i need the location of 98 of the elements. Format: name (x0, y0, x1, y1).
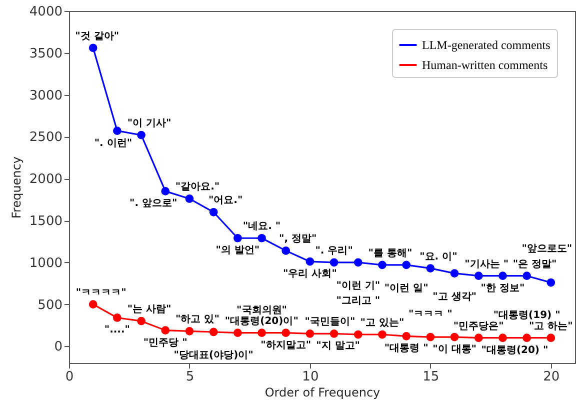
annotation: "국민들이" (304, 316, 356, 328)
point (258, 328, 266, 338)
annotation: "하고 있" (176, 314, 220, 326)
annotation: ". 우리" (315, 245, 353, 256)
annotation: "네요. " (242, 221, 281, 232)
point (474, 272, 483, 280)
y-tick-label: 1500 (29, 214, 62, 230)
point (137, 316, 146, 326)
annotation: "어요." (208, 195, 243, 206)
point (233, 328, 242, 338)
point (88, 44, 98, 52)
annotation: "한 정보" (480, 282, 525, 294)
annotation: "은 정말" (512, 258, 557, 270)
point (330, 258, 338, 267)
annotation: "지 말고" (316, 340, 360, 352)
annotation: "기사는 " (464, 258, 509, 270)
annotation: "그리고 " (336, 296, 380, 307)
point (306, 329, 314, 338)
legend-label: LLM-generated comments (422, 38, 551, 52)
annotation: "대통령(19) " (493, 310, 560, 321)
point (137, 130, 146, 140)
annotation: "...." (104, 324, 130, 336)
y-tick-label: 2500 (29, 130, 62, 146)
annotation: "대통령(20)이" (224, 316, 298, 327)
point (522, 334, 531, 342)
point (498, 272, 507, 280)
annotation: "같아요." (175, 182, 220, 193)
y-tick-label: 500 (38, 298, 62, 313)
annotation: ". 앞으로" (130, 198, 178, 210)
y-tick-label: 4000 (29, 4, 62, 20)
annotation: "앞으로도" (522, 244, 572, 255)
annotation: "대통령(20) " (481, 344, 548, 356)
y-tick-label: 3500 (29, 46, 62, 62)
annotation: ". 이런" (94, 138, 132, 149)
annotation: "대통령 " (384, 343, 428, 354)
annotation: "민주당 " (143, 337, 188, 348)
point (161, 187, 170, 196)
legend-label: Human-written comments (422, 58, 548, 72)
point (258, 234, 266, 242)
point (378, 260, 386, 270)
point (330, 329, 338, 338)
annotation: ", 정말" (279, 234, 317, 245)
annotation: "이 대통" (432, 344, 476, 356)
point (161, 326, 170, 334)
point (426, 264, 435, 272)
annotation: "를 통해" (368, 248, 412, 259)
annotation: "하지말고" (260, 340, 312, 351)
point (282, 246, 290, 255)
x-tick-label: 15 (422, 370, 440, 384)
annotation: "의 발언" (216, 245, 260, 256)
y-tick-label: 3000 (29, 88, 62, 104)
annotation: "고 생각" (432, 291, 476, 302)
point (546, 334, 556, 342)
point (185, 326, 194, 336)
annotation: "민주당은" (453, 320, 504, 332)
annotation: "이런 기" (336, 280, 380, 292)
point (185, 194, 194, 203)
point (233, 234, 242, 242)
point (474, 334, 483, 342)
annotation: "우리 사회" (283, 268, 337, 280)
annotation: "것 같아" (75, 30, 120, 42)
point (306, 257, 314, 266)
point (450, 269, 459, 278)
x-tick-label: 0 (65, 370, 74, 384)
annotation: "ㅋㅋㅋ " (408, 309, 452, 320)
point (402, 332, 411, 340)
point (113, 314, 122, 322)
annotation: "당대표(야당)이" (174, 350, 254, 361)
point (113, 126, 122, 136)
point (426, 332, 435, 342)
point (354, 330, 362, 339)
y-tick-label: 2000 (29, 172, 62, 188)
annotation: "고 있는" (360, 318, 404, 329)
point (209, 208, 218, 216)
x-axis-title: Order of Frequency (264, 386, 380, 400)
point (546, 278, 556, 287)
annotation: "는 사람" (127, 304, 172, 316)
point (282, 328, 290, 338)
point (378, 330, 386, 339)
y-tick-label: 0 (54, 340, 62, 355)
point (209, 328, 218, 336)
point (88, 300, 98, 309)
annotation: "요. 이" (420, 251, 458, 262)
point (498, 334, 507, 342)
annotation: "이 기사" (127, 118, 172, 130)
y-axis-title: Frequency (9, 156, 24, 218)
annotation: "국회의원" (236, 304, 287, 316)
x-tick-label: 5 (186, 370, 194, 384)
annotation: "이런 일" (384, 282, 428, 294)
point (402, 260, 411, 270)
x-tick-label: 20 (543, 370, 560, 384)
point (354, 258, 362, 267)
annotation: "ㅋㅋㅋㅋ" (76, 287, 126, 298)
y-tick-label: 1000 (29, 256, 62, 271)
point (522, 272, 531, 280)
annotation: "고 하는" (528, 320, 573, 332)
x-tick-label: 10 (302, 370, 319, 384)
point (450, 332, 459, 342)
